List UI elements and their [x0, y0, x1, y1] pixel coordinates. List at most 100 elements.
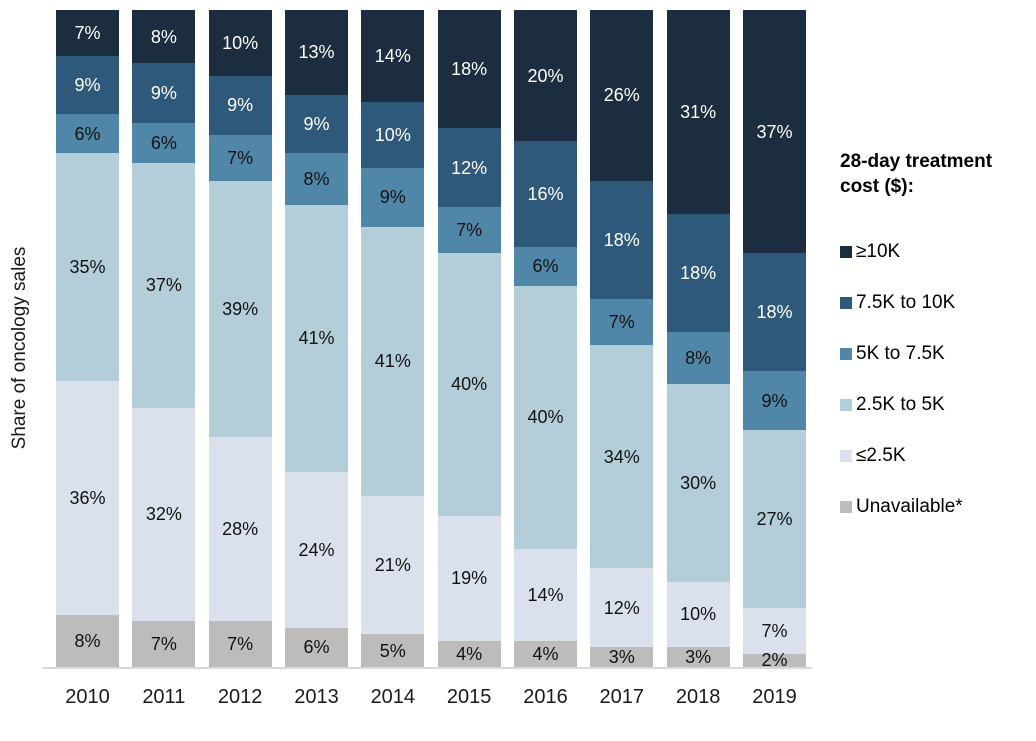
- bar-segment: 6%: [284, 627, 348, 667]
- bar-segment: 40%: [513, 285, 577, 549]
- x-axis-tick-label: 2014: [370, 686, 416, 708]
- bar-segment: 41%: [361, 226, 425, 497]
- segment-value-label: 10%: [222, 32, 259, 53]
- legend-item: ≥10K: [840, 241, 1032, 262]
- segment-value-label: 9%: [74, 74, 101, 95]
- x-axis-labels: 2010 2011 2012 2013 2014 2015 2016 2017 2018 2019: [56, 686, 806, 709]
- segment-value-label: 30%: [680, 473, 717, 493]
- segment-value-label: 12%: [451, 157, 488, 178]
- segment-value-label: 7%: [227, 147, 254, 168]
- segment-value-label: 5%: [379, 640, 406, 661]
- segment-value-label: 7%: [761, 620, 788, 641]
- legend-item-label: 5K to 7.5K: [856, 342, 945, 364]
- segment-value-label: 27%: [756, 509, 793, 530]
- x-axis-tick-label: 2016: [523, 686, 568, 708]
- segment-value-label: 10%: [374, 124, 411, 145]
- bar-segment: 12%: [437, 128, 501, 208]
- segment-value-label: 8%: [303, 169, 330, 190]
- legend-item: 7.5K to 10K: [840, 292, 1032, 313]
- bar-2014: 14% 10% 9% 41% 21% 5%: [361, 10, 425, 667]
- bar-segment: 18%: [666, 213, 730, 332]
- segment-value-label: 6%: [532, 256, 559, 277]
- segment-value-label: 9%: [761, 390, 788, 411]
- bar-segment: 8%: [132, 10, 196, 64]
- bar-segment: 7%: [437, 207, 501, 254]
- segment-value-label: 9%: [379, 187, 406, 208]
- bar-segment: 3%: [666, 647, 730, 667]
- segment-value-label: 26%: [603, 85, 640, 106]
- bar-segment: 5%: [361, 634, 425, 667]
- segment-value-label: 3%: [608, 647, 635, 668]
- bar-segment: 4%: [437, 640, 501, 667]
- bar-segment: 12%: [590, 568, 654, 648]
- y-axis-title: Share of oncology sales: [9, 246, 30, 450]
- bar-2010: 7% 9% 6% 35% 36% 8%: [56, 10, 119, 667]
- segment-value-label: 2%: [761, 650, 788, 671]
- x-axis-tick-label: 2010: [65, 686, 110, 708]
- bar-segment: 2%: [742, 650, 806, 671]
- segment-value-label: 7%: [150, 633, 177, 654]
- bar-segment: 18%: [590, 180, 654, 300]
- bar-segment: 37%: [742, 10, 806, 254]
- segment-value-label: 13%: [298, 42, 335, 63]
- bar-segment: 9%: [284, 94, 348, 154]
- legend-item-label: 7.5K to 10K: [856, 291, 956, 313]
- segment-value-label: 8%: [685, 348, 712, 369]
- segment-value-label: 41%: [374, 351, 411, 372]
- bar-segment: 6%: [56, 114, 119, 154]
- segment-value-label: 7%: [227, 633, 254, 654]
- bar-segment: 40%: [437, 253, 501, 516]
- bar-segment: 7%: [132, 620, 196, 667]
- segment-value-label: 36%: [69, 487, 106, 508]
- bar-segment: 26%: [590, 10, 654, 181]
- segment-value-label: 20%: [527, 65, 564, 86]
- bar-segment: 7%: [590, 299, 654, 346]
- bar-segment: 39%: [208, 180, 272, 438]
- bar-segment: 8%: [284, 153, 348, 206]
- bar-segment: 28%: [208, 437, 272, 621]
- segment-value-label: 12%: [603, 597, 640, 618]
- bar-segment: 7%: [208, 620, 272, 667]
- bar-segment: 8%: [666, 331, 730, 385]
- legend-swatch-icon: [840, 398, 852, 411]
- segment-value-label: 37%: [145, 275, 182, 296]
- legend-swatch-icon: [840, 347, 852, 360]
- bar-2013: 13% 9% 8% 41% 24% 6%: [284, 10, 348, 667]
- segment-value-label: 8%: [150, 26, 177, 47]
- bar-segment: 13%: [284, 10, 348, 95]
- bar-2019: 37% 18% 9% 27% 7% 2%: [742, 10, 806, 671]
- legend-swatch-icon: [840, 500, 852, 513]
- segment-value-label: 6%: [150, 132, 177, 153]
- bar-segment: 37%: [132, 162, 196, 409]
- segment-value-label: 18%: [451, 59, 488, 80]
- segment-value-label: 35%: [69, 256, 106, 277]
- legend-swatch-icon: [840, 245, 852, 258]
- bar-segment: 19%: [437, 515, 501, 641]
- segment-value-label: 4%: [456, 643, 483, 664]
- bar-segment: 8%: [56, 614, 119, 667]
- bar-segment: 7%: [208, 134, 272, 181]
- x-axis-tick-label: 2017: [599, 686, 645, 708]
- bar-segment: 9%: [56, 55, 119, 115]
- bar-segment: 20%: [513, 10, 577, 142]
- segment-value-label: 16%: [527, 183, 564, 204]
- segment-value-label: 14%: [374, 45, 411, 66]
- bar-segment: 24%: [284, 471, 348, 628]
- bar-segment: 7%: [56, 10, 119, 56]
- bar-2016: 20% 16% 6% 40% 14% 4%: [513, 10, 577, 667]
- bar-segment: 34%: [590, 345, 654, 569]
- segment-value-label: 18%: [603, 229, 640, 250]
- segment-value-label: 31%: [680, 101, 717, 122]
- bar-segment: 10%: [666, 581, 730, 648]
- segment-value-label: 7%: [608, 312, 635, 333]
- segment-value-label: 7%: [456, 220, 483, 241]
- bar-2015: 18% 12% 7% 40% 19% 4%: [437, 10, 501, 667]
- segment-value-label: 37%: [756, 121, 793, 142]
- legend-swatch-icon: [840, 296, 852, 309]
- segment-value-label: 40%: [451, 374, 488, 395]
- legend-item-label: 2.5K to 5K: [856, 393, 945, 415]
- plot-area: 7% 9% 6% 35% 36% 8% 8% 9% 6% 37% 32% 7% 10% 9% 7% 39% 28…: [56, 10, 806, 671]
- segment-value-label: 18%: [756, 302, 793, 323]
- legend-item-label: ≥10K: [856, 240, 901, 262]
